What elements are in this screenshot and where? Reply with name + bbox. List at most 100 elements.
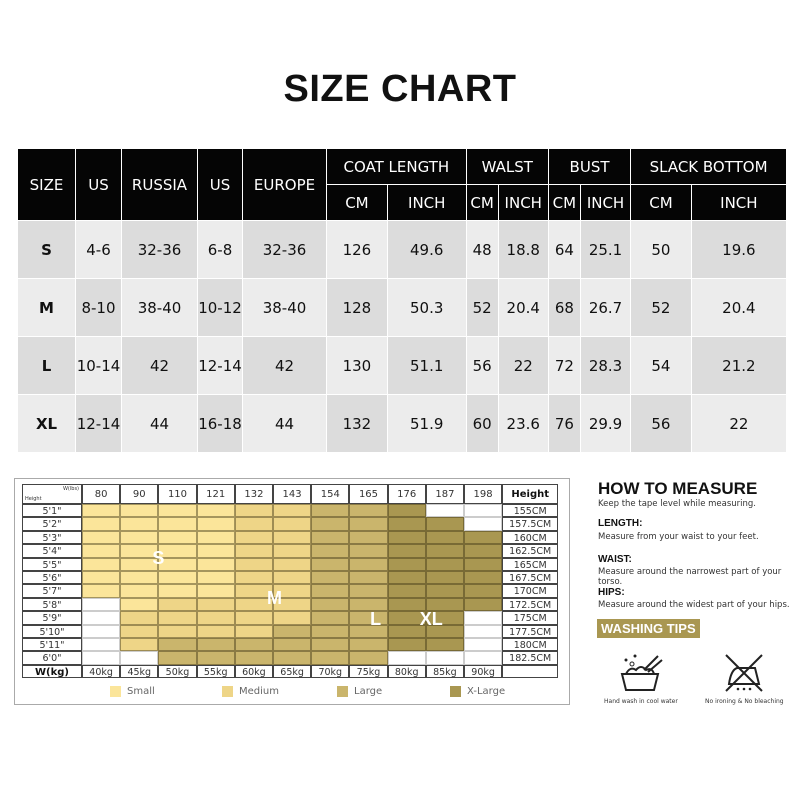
size-zone-cell bbox=[82, 530, 121, 545]
header-us-2: US bbox=[197, 148, 243, 221]
legend-swatch bbox=[110, 686, 121, 697]
size-zone-cell bbox=[158, 584, 197, 598]
size-zone-cell bbox=[120, 638, 159, 652]
size-zone-cell bbox=[273, 584, 312, 598]
size-zone-cell bbox=[82, 624, 121, 638]
size-zone-cell bbox=[464, 530, 503, 545]
size-zone-cell bbox=[387, 557, 426, 571]
kg-label: W(kg) bbox=[22, 664, 82, 679]
size-zone-cell bbox=[273, 544, 312, 558]
size-cell: 10-14 bbox=[75, 336, 122, 395]
size-cell: 72 bbox=[547, 336, 581, 395]
size-zone-cell bbox=[158, 504, 197, 518]
size-zone-cell bbox=[425, 544, 464, 558]
size-zone-cell bbox=[349, 530, 388, 545]
size-zone-cell bbox=[196, 584, 235, 598]
kg-cell: 50kg bbox=[158, 664, 197, 679]
kg-cell: 80kg bbox=[387, 664, 426, 679]
size-cell: 16-18 bbox=[197, 394, 243, 453]
lbs-header: 80 bbox=[82, 484, 121, 504]
size-zone-cell bbox=[234, 517, 273, 531]
size-zone-cell bbox=[425, 530, 464, 545]
size-zone-cell bbox=[387, 530, 426, 545]
feet-label: 5'3" bbox=[22, 530, 82, 545]
corner-bottom-label: Height bbox=[25, 496, 42, 502]
subheader-cm: CM bbox=[547, 184, 581, 221]
size-zone-cell bbox=[82, 544, 121, 558]
size-cell: 48 bbox=[465, 220, 499, 279]
size-cell: 22 bbox=[690, 394, 788, 453]
size-cell: 56 bbox=[630, 394, 692, 453]
legend-label: X-Large bbox=[467, 686, 506, 697]
size-zone-cell bbox=[311, 651, 350, 665]
size-zone-cell bbox=[425, 504, 464, 518]
size-cell: 4-6 bbox=[75, 220, 122, 279]
no-iron-caption: No ironing & No bleaching bbox=[705, 698, 784, 705]
size-zone-cell bbox=[425, 557, 464, 571]
size-zone-cell bbox=[158, 571, 197, 585]
lbs-header: 132 bbox=[234, 484, 273, 504]
subheader-inch: INCH bbox=[690, 184, 788, 221]
size-zone-cell bbox=[311, 584, 350, 598]
feet-label: 5'1" bbox=[22, 504, 82, 518]
size-zone-cell bbox=[158, 611, 197, 625]
size-cell: 44 bbox=[121, 394, 198, 453]
size-cell: 60 bbox=[465, 394, 499, 453]
size-table: SIZE US RUSSIA US EUROPE COAT LENGTH WAL… bbox=[17, 148, 788, 453]
size-cell: 50.3 bbox=[386, 278, 467, 337]
header-slack-bottom: SLACK BOTTOM bbox=[630, 148, 787, 185]
size-zone-cell bbox=[464, 651, 503, 665]
size-cell: 126 bbox=[326, 220, 388, 279]
size-zone-cell bbox=[349, 557, 388, 571]
size-cell: XL bbox=[17, 394, 76, 453]
size-cell: 64 bbox=[547, 220, 581, 279]
size-zone-cell bbox=[196, 651, 235, 665]
empty-cell bbox=[502, 664, 559, 679]
size-row: S 4-6 32-36 6-8 32-36 126 49.6 48 18.8 64 25.1 50 19… bbox=[17, 220, 788, 279]
lbs-header: 90 bbox=[120, 484, 159, 504]
size-zone-cell bbox=[273, 571, 312, 585]
size-cell: 54 bbox=[630, 336, 692, 395]
kg-cell: 85kg bbox=[425, 664, 464, 679]
weight-height-chart bbox=[14, 478, 570, 705]
size-zone-cell bbox=[196, 530, 235, 545]
size-zone-cell bbox=[349, 651, 388, 665]
size-zone-cell bbox=[464, 557, 503, 571]
washing-tips-label: WASHING TIPS bbox=[597, 619, 700, 638]
size-zone-cell bbox=[311, 624, 350, 638]
zone-label-m: M bbox=[267, 588, 282, 609]
size-zone-cell bbox=[234, 624, 273, 638]
kg-cell: 70kg bbox=[311, 664, 350, 679]
size-zone-cell bbox=[425, 624, 464, 638]
size-cell: 128 bbox=[326, 278, 388, 337]
size-cell: S bbox=[17, 220, 76, 279]
legend-swatch bbox=[450, 686, 461, 697]
size-zone-cell bbox=[311, 611, 350, 625]
lbs-header: 187 bbox=[425, 484, 464, 504]
subheader-cm: CM bbox=[465, 184, 499, 221]
kg-cell: 65kg bbox=[273, 664, 312, 679]
size-cell: 6-8 bbox=[197, 220, 243, 279]
legend-label: Small bbox=[127, 686, 155, 697]
header-waist: WALST bbox=[465, 148, 549, 185]
size-zone-cell bbox=[349, 611, 388, 625]
size-zone-cell bbox=[158, 530, 197, 545]
header-size: SIZE bbox=[17, 148, 76, 221]
size-zone-cell bbox=[120, 557, 159, 571]
size-zone-cell bbox=[82, 651, 121, 665]
zone-label-l: L bbox=[370, 608, 382, 629]
size-zone-cell bbox=[464, 624, 503, 638]
size-zone-cell bbox=[311, 544, 350, 558]
kg-cell: 45kg bbox=[120, 664, 159, 679]
feet-label: 5'7" bbox=[22, 584, 82, 598]
zone-label-xl: XL bbox=[419, 608, 443, 629]
size-cell: 68 bbox=[547, 278, 581, 337]
size-zone-cell bbox=[349, 638, 388, 652]
legend-swatch bbox=[337, 686, 348, 697]
size-cell: 38-40 bbox=[242, 278, 327, 337]
legend-label: Large bbox=[354, 686, 383, 697]
size-zone-cell bbox=[425, 611, 464, 625]
size-zone-cell bbox=[425, 571, 464, 585]
size-zone-cell bbox=[196, 544, 235, 558]
size-zone-cell bbox=[387, 611, 426, 625]
